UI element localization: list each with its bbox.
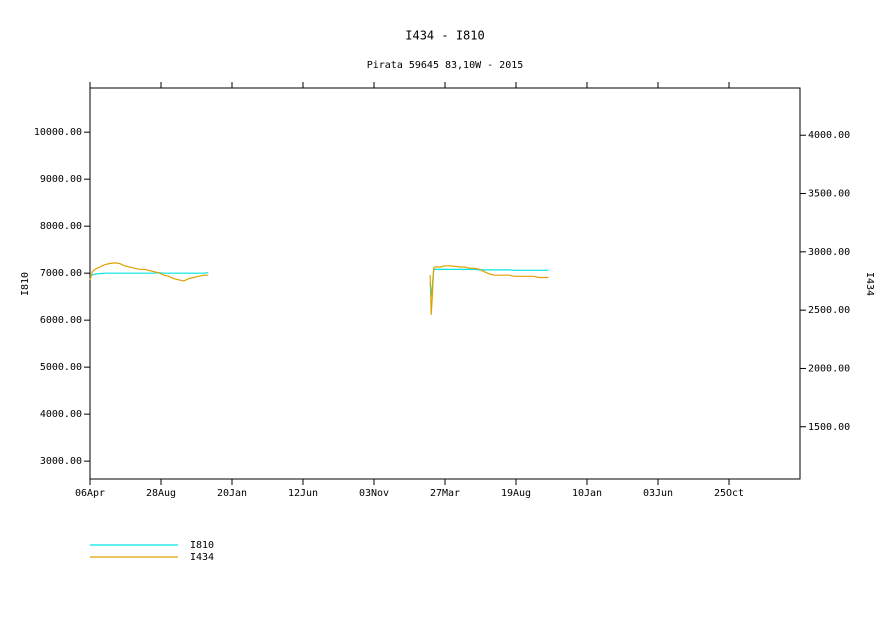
y-axis-label: I810 [20, 272, 31, 296]
x-tick-label: 06Apr [75, 488, 105, 499]
legend-label: I810 [190, 540, 214, 551]
y2-tick-label: 4000.00 [808, 130, 850, 141]
x-tick-label: 10Jan [572, 488, 602, 499]
chart-title: I434 - I810 [405, 29, 484, 43]
x-tick-label: 03Jun [643, 488, 673, 499]
plot-frame [89, 87, 801, 480]
series-line [89, 262, 549, 315]
x-tick-label: 12Jun [288, 488, 318, 499]
y2-tick-label: 3000.00 [808, 247, 850, 258]
y-tick-label: 5000.00 [40, 362, 82, 373]
x-tick-label: 25Oct [714, 488, 744, 499]
y2-tick-label: 2000.00 [808, 363, 850, 374]
legend-label: I434 [190, 552, 214, 563]
y-tick-label: 6000.00 [40, 315, 82, 326]
x-tick-label: 03Nov [359, 488, 389, 499]
y2-axis-label: I434 [864, 272, 875, 296]
x-tick-label: 28Aug [146, 488, 176, 499]
y-tick-label: 9000.00 [40, 174, 82, 185]
y2-tick-label: 3500.00 [808, 189, 850, 200]
y-tick-label: 4000.00 [40, 409, 82, 420]
x-tick-label: 19Aug [501, 488, 531, 499]
x-tick-label: 27Mar [430, 488, 460, 499]
y2-tick-label: 2500.00 [808, 305, 850, 316]
x-tick-label: 20Jan [217, 488, 247, 499]
chart-subtitle: Pirata 59645 83,10W - 2015 [367, 60, 524, 71]
y-tick-label: 8000.00 [40, 221, 82, 232]
y-tick-label: 7000.00 [40, 268, 82, 279]
y-tick-label: 10000.00 [34, 127, 82, 138]
series-line [89, 268, 549, 297]
y-tick-label: 3000.00 [40, 456, 82, 467]
y2-tick-label: 1500.00 [808, 422, 850, 433]
